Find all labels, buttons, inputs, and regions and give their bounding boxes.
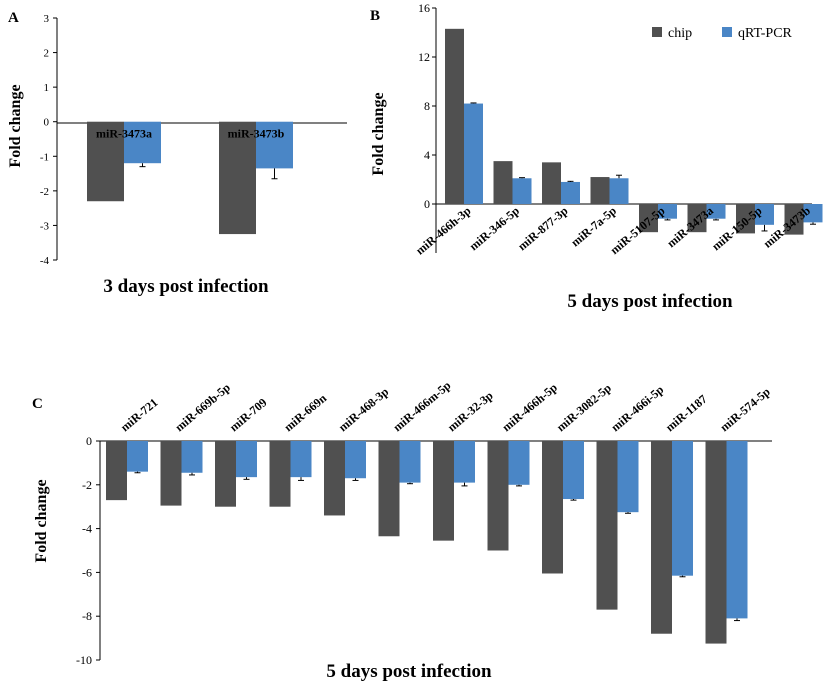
panel-b-ytick-label: 8 (424, 99, 430, 113)
panel-c-ytick-label: -4 (82, 522, 92, 536)
panel-c-category-label: miR-468-3p (336, 384, 392, 434)
panel-c-category-label: miR-669b-5p (172, 380, 233, 434)
panel-c-bar-chip (215, 441, 236, 507)
panel-c-category-label: miR-3082-5p (554, 381, 614, 435)
panel-a-bar-qrt-pcr (124, 121, 161, 164)
panel-b-title: 5 days post infection (567, 291, 733, 312)
panel-c-ytick-label: -10 (76, 653, 92, 667)
panel-c-category-label: miR-466m-5p (390, 378, 453, 434)
panel-b-bar-qrt-pcr (755, 204, 774, 225)
panel-c-category-label: miR-1187 (663, 392, 710, 434)
panel-a-category-label: miR-3473b (228, 127, 285, 141)
panel-b-bar-qrt-pcr (464, 103, 483, 204)
panel-a-ylabel: Fold change (7, 84, 24, 167)
panel-b-legend: chip qRT-PCR (652, 26, 793, 41)
panel-c-bar-chip (433, 441, 454, 541)
panel-b-bar-qrt-pcr (609, 178, 629, 204)
panel-a-bar-chip (87, 121, 124, 202)
panel-b-bar-qrt-pcr (706, 204, 726, 219)
panel-b-bar-chip (639, 204, 658, 233)
panel-b-ytick-label: 4 (424, 148, 430, 162)
panel-a-ytick-label: 3 (44, 13, 50, 25)
panel-c-bar-qrt-pcr (290, 441, 312, 478)
panel-c-category-label: miR-574-5p (717, 384, 773, 434)
panel-b-bar-chip (736, 204, 755, 234)
panel-a-chart: A Fold change 3 2 1 0 -1 -2 -3 -4 miR-3473a miR-… (7, 10, 347, 297)
panel-a-title: 3 days post infection (103, 276, 269, 297)
panel-c-bar-qrt-pcr (617, 441, 639, 513)
panel-a-ytick-label: -3 (40, 220, 50, 232)
panel-c-bar-qrt-pcr (236, 441, 257, 478)
panel-c-category-label: miR-32-3p (445, 388, 496, 434)
panel-b-category-label: miR-466h-3p (413, 203, 474, 257)
panel-b-ytick-label: 16 (418, 1, 430, 15)
panel-a-ytick-label: -2 (40, 186, 49, 198)
panel-c-title: 5 days post infection (326, 661, 492, 682)
panel-c-bar-qrt-pcr (399, 441, 421, 483)
panel-b-bar-chip (784, 204, 804, 235)
panel-c-bar-chip (651, 441, 672, 634)
panel-c-bar-chip (269, 441, 291, 507)
legend-qrt-swatch (722, 27, 732, 37)
panel-c-ytick-label: 0 (86, 434, 92, 448)
panel-c-bar-chip (160, 441, 182, 506)
panel-b-ylabel: Fold change (370, 92, 387, 175)
panel-c-category-label: miR-669n (281, 391, 329, 435)
panel-c-bar-chip (324, 441, 345, 516)
panel-c-ytick-label: -8 (82, 609, 92, 623)
panel-a-category-label: miR-3473a (96, 127, 152, 141)
panel-c-category-label: miR-466h-5p (499, 380, 560, 434)
panel-c-bar-qrt-pcr (127, 441, 148, 472)
panel-c-bar-qrt-pcr (181, 441, 203, 473)
panel-b-bar-chip (445, 28, 464, 205)
panel-c-bar-qrt-pcr (672, 441, 693, 576)
panel-c-bar-qrt-pcr (345, 441, 366, 479)
panel-a-ytick-label: 0 (44, 117, 50, 129)
panel-c-category-label: miR-721 (118, 395, 161, 434)
panel-c-bar-chip (705, 441, 727, 644)
panel-b-ytick-label: 12 (418, 50, 430, 64)
panel-a-ytick-label: 2 (44, 48, 50, 60)
panel-b-bar-qrt-pcr (658, 204, 677, 219)
panel-a-letter: A (8, 10, 19, 26)
panel-a-ytick-label: -4 (40, 255, 50, 267)
panel-c-category-label: miR-466i-5p (608, 382, 666, 434)
legend-chip-label: chip (668, 26, 692, 41)
panel-c-ytick-label: -2 (82, 478, 92, 492)
panel-a-ytick-label: -1 (40, 151, 49, 163)
panel-c-bar-chip (596, 441, 618, 610)
panel-c-bar-chip (378, 441, 400, 537)
panel-b-ytick-label: 0 (424, 197, 430, 211)
panel-c-category-label: miR-709 (227, 395, 270, 434)
panel-c-bar-qrt-pcr (563, 441, 584, 500)
panel-c-chart: C Fold change 0 -2 -4 -6 -8 -10 miR-721 miR-66… (32, 378, 773, 682)
panel-c-letter: C (32, 396, 43, 412)
panel-c-bar-qrt-pcr (508, 441, 530, 485)
panel-b-bar-chip (590, 177, 610, 204)
panel-b-category-label: miR-877-3p (515, 203, 571, 253)
legend-chip-swatch (652, 27, 662, 37)
panel-c-bar-qrt-pcr (454, 441, 475, 483)
panel-c-bar-chip (487, 441, 509, 551)
panel-b-bar-chip (493, 161, 513, 204)
panel-b-chart: B Fold change 16 12 8 4 0 miR-466h-3pmiR-346… (370, 1, 823, 312)
panel-c-bar-chip (542, 441, 563, 574)
panel-c-ylabel: Fold change (33, 479, 50, 562)
panel-b-letter: B (370, 8, 380, 24)
panel-b-bar-qrt-pcr (561, 181, 580, 204)
panel-b-category-label: miR-346-5p (467, 203, 523, 253)
panel-b-bar-chip (687, 204, 707, 233)
panel-a-bar-chip (219, 121, 256, 235)
panel-c-bar-chip (106, 441, 127, 501)
panel-b-bar-qrt-pcr (803, 204, 823, 223)
legend-qrt-label: qRT-PCR (738, 26, 793, 41)
panel-a-bar-qrt-pcr (256, 121, 293, 169)
panel-c-ytick-label: -6 (82, 565, 92, 579)
panel-b-bar-qrt-pcr (512, 178, 532, 204)
panel-a-ytick-label: 1 (44, 82, 50, 94)
panel-c-bar-qrt-pcr (726, 441, 748, 619)
panel-b-bar-chip (542, 162, 561, 204)
